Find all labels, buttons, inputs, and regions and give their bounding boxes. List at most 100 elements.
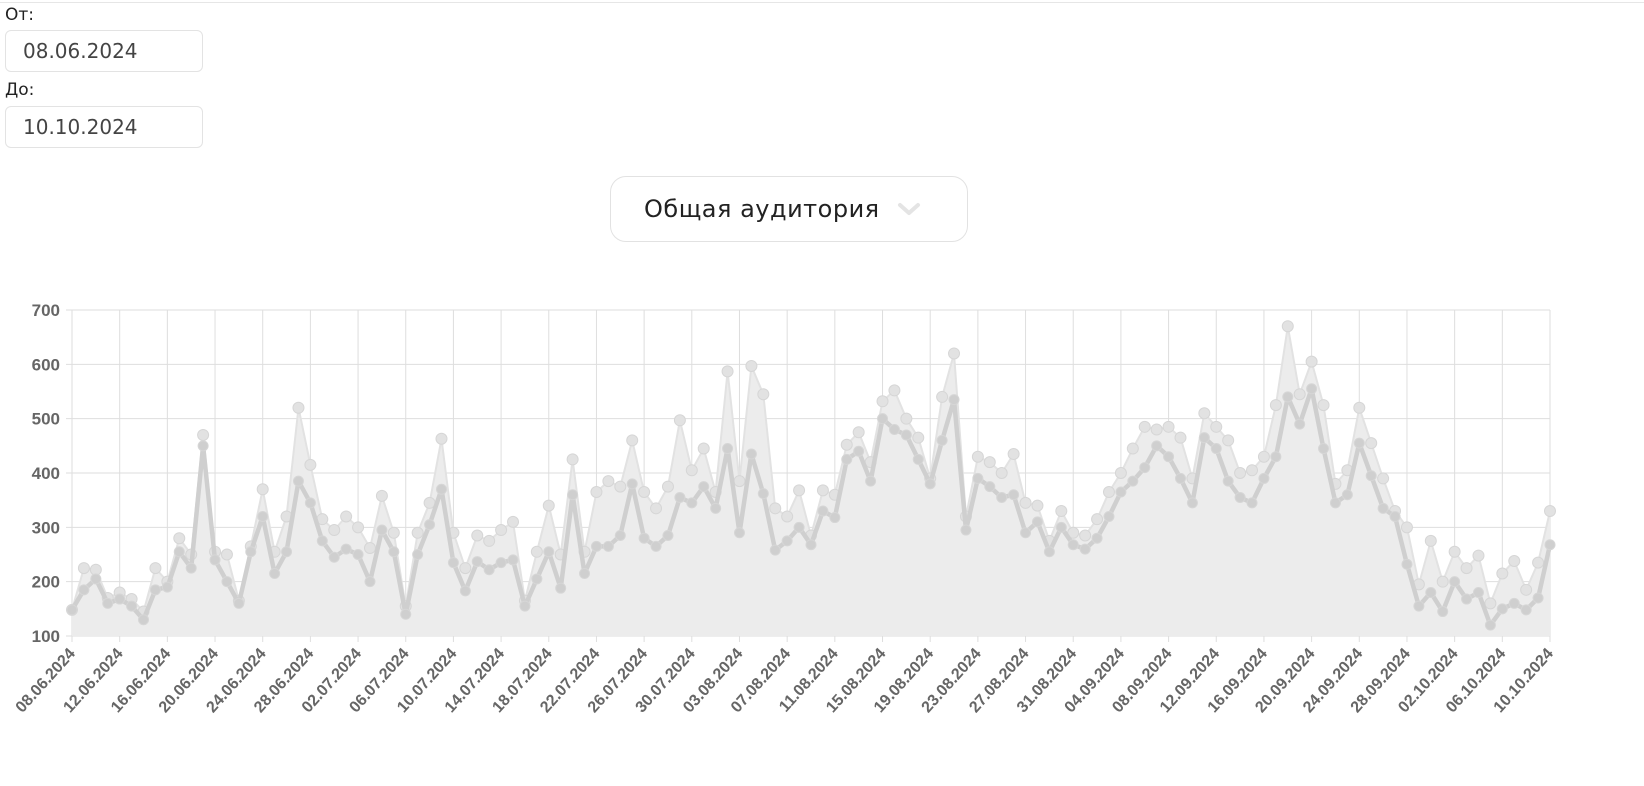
series-1-point [733, 527, 745, 539]
series-1-point [1246, 497, 1258, 509]
series-1-point [292, 475, 304, 487]
series-1-point [1449, 576, 1461, 588]
series-1-point [829, 512, 841, 524]
series-1-point [626, 478, 638, 490]
series-1-point [1389, 510, 1401, 522]
series-1-point [1306, 383, 1318, 395]
series-0-point [173, 532, 186, 545]
series-1-point [555, 582, 567, 594]
series-1-point [805, 539, 817, 551]
series-1-point [1127, 475, 1139, 487]
y-tick-label: 400 [32, 464, 60, 483]
series-1-point [1401, 558, 1413, 570]
series-0-point [936, 390, 949, 403]
series-1-point [650, 540, 662, 552]
series-0-point [1091, 513, 1104, 526]
series-0-point [256, 483, 269, 496]
series-1-point [686, 497, 698, 509]
audience-dropdown[interactable]: Общая аудитория [610, 176, 968, 242]
series-1-point [1544, 539, 1556, 551]
series-0-point [626, 434, 639, 447]
series-0-point [1377, 472, 1390, 485]
series-0-point [590, 486, 603, 499]
chevron-down-icon [897, 201, 921, 217]
series-0-point [292, 401, 305, 414]
series-1-point [459, 585, 471, 597]
series-0-point [1472, 549, 1485, 562]
series-1-point [1091, 532, 1103, 544]
series-0-point [1544, 505, 1556, 518]
series-1-point [579, 568, 591, 580]
series-1-point [781, 535, 793, 547]
series-1-point [590, 540, 602, 552]
series-0-point [673, 414, 686, 427]
series-1-point [1425, 587, 1437, 599]
series-1-point [1365, 470, 1377, 482]
series-1-point [102, 597, 114, 609]
series-1-point [888, 424, 900, 436]
series-0-point [435, 432, 448, 445]
series-0-point [1198, 407, 1211, 420]
series-0-point [614, 480, 627, 493]
series-1-point [841, 453, 853, 465]
series-1-point [1329, 497, 1341, 509]
series-1-point [531, 573, 543, 585]
series-0-point [149, 562, 162, 575]
series-1-point [340, 543, 352, 555]
series-0-point [1448, 545, 1461, 558]
series-0-point [793, 484, 806, 497]
series-0-point [1532, 556, 1545, 569]
from-date-input[interactable] [5, 30, 203, 72]
y-tick-label: 100 [32, 627, 60, 646]
series-1-point [1186, 497, 1198, 509]
series-0-point [77, 562, 90, 575]
series-1-point [710, 502, 722, 514]
series-1-point [1508, 597, 1520, 609]
series-0-point [197, 428, 210, 441]
series-0-point [1317, 399, 1330, 412]
series-0-point [745, 359, 758, 372]
series-1-point [1210, 443, 1222, 455]
series-1-point [507, 554, 519, 566]
series-0-point [1424, 534, 1437, 547]
series-1-point [1198, 432, 1210, 444]
series-1-point [1139, 462, 1151, 474]
series-0-point [816, 484, 829, 497]
series-1-point [912, 453, 924, 465]
series-1-point [281, 546, 293, 558]
series-1-point [436, 483, 447, 495]
series-1-point [1413, 600, 1425, 612]
series-0-point [530, 545, 543, 558]
series-0-point [1102, 486, 1115, 499]
series-1-point [1437, 606, 1449, 618]
to-date-input[interactable] [5, 106, 203, 148]
series-1-point [269, 568, 281, 580]
series-1-point [567, 489, 579, 501]
audience-dropdown-label: Общая аудитория [644, 195, 880, 223]
series-1-point [1258, 472, 1270, 484]
series-1-point [149, 584, 161, 596]
series-1-point [1270, 451, 1282, 463]
series-1-point [412, 549, 424, 560]
series-1-point [1163, 451, 1175, 463]
series-1-point [722, 443, 734, 455]
from-label: От: [5, 5, 35, 25]
series-0-point [781, 510, 794, 523]
series-1-point [1067, 539, 1079, 551]
series-1-point [1318, 443, 1330, 455]
series-1-point [853, 445, 865, 457]
series-1-point [447, 557, 459, 569]
series-1-point [471, 556, 483, 568]
series-1-point [1532, 592, 1544, 604]
series-1-point [126, 600, 138, 612]
series-0-point [650, 502, 663, 515]
series-1-point [960, 524, 972, 536]
series-1-point [257, 510, 269, 522]
series-1-point [114, 593, 126, 605]
series-1-point [1461, 593, 1473, 605]
series-1-point [1496, 603, 1508, 615]
series-1-point [817, 505, 829, 517]
series-0-point [1019, 496, 1032, 509]
y-tick-label: 600 [32, 355, 60, 374]
series-1-point [757, 488, 769, 500]
